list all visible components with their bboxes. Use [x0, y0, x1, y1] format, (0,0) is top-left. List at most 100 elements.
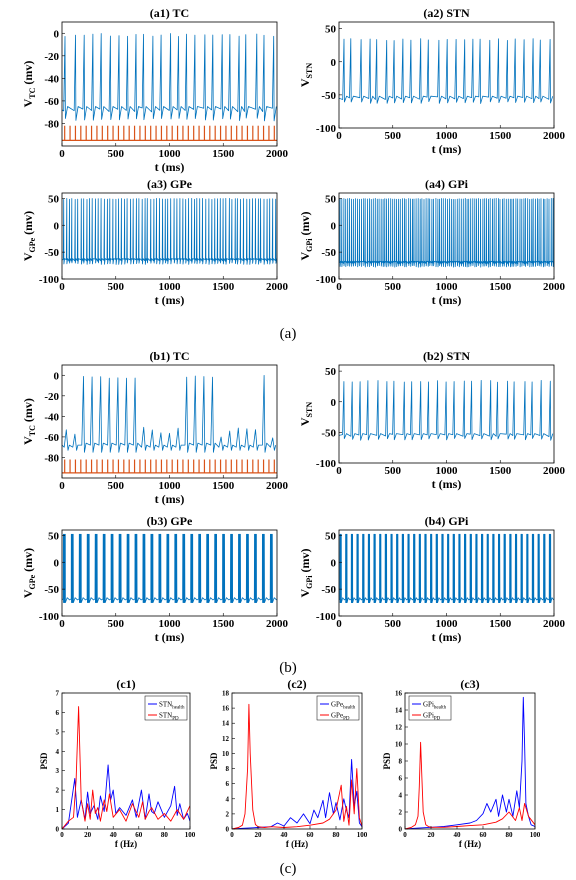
- x-tick-label: 2000: [266, 281, 289, 293]
- panel-title: (c1): [116, 677, 135, 691]
- series-gpe-health-line: [232, 759, 362, 829]
- x-axis-label: f (Hz): [459, 839, 481, 849]
- x-tick-label: 1000: [159, 281, 182, 293]
- x-tick-label: 0: [59, 480, 65, 492]
- plot-area: [62, 706, 190, 829]
- x-tick-label: 1000: [436, 281, 459, 293]
- y-tick-label: -100: [316, 123, 337, 135]
- x-tick-label: 2000: [543, 618, 566, 630]
- x-tick-label: 2000: [543, 465, 566, 477]
- y-axis-label: VSTN: [298, 63, 314, 87]
- y-tick-label: -60: [44, 96, 59, 108]
- plot-area: [62, 375, 277, 474]
- series-stn-health-line: [62, 764, 190, 829]
- y-axis-label-main: V: [21, 252, 35, 261]
- caption-a: (a): [280, 326, 297, 342]
- x-axis-label: t (ms): [155, 160, 185, 174]
- y-tick-label: 8: [226, 765, 230, 773]
- panel-title: (c2): [287, 677, 306, 691]
- y-tick-label: 12: [395, 724, 403, 732]
- legend-label-main: STN: [159, 701, 172, 709]
- legend-label: STNhealth: [159, 701, 185, 711]
- legend-label-sub: PD: [172, 717, 179, 722]
- plot-area: [339, 38, 554, 104]
- y-axis-label-unit: (mv): [21, 548, 35, 575]
- x-tick-label: 100: [530, 831, 541, 839]
- y-tick-label: 16: [395, 690, 403, 698]
- legend-label: GPihealth: [423, 701, 447, 711]
- y-axis-label: VSTN: [298, 402, 314, 426]
- legend-label-sub: PD: [343, 717, 350, 722]
- y-axis-label-main: V: [21, 589, 35, 598]
- y-tick-label: 0: [331, 220, 337, 232]
- y-tick-label: 0: [331, 397, 337, 409]
- x-tick-label: 1000: [436, 465, 459, 477]
- y-tick-label: -100: [316, 274, 337, 286]
- x-tick-label: 500: [108, 480, 125, 492]
- plot-area: [339, 380, 554, 441]
- y-tick-label: 4: [399, 792, 403, 800]
- y-tick-label: 6: [56, 709, 60, 717]
- panel-title: (a2) STN: [423, 6, 470, 20]
- y-tick-label: 50: [325, 366, 337, 378]
- y-tick-label: 2: [226, 810, 230, 818]
- x-axis-label: f (Hz): [115, 839, 137, 849]
- legend-label-main: STN: [159, 712, 172, 720]
- x-tick-label: 0: [59, 618, 65, 630]
- plot-area: [339, 533, 554, 603]
- y-tick-label: -80: [44, 118, 59, 130]
- legend-label-main: GPe: [331, 712, 343, 720]
- series-bursts-line: [339, 533, 554, 603]
- y-tick-label: 0: [226, 826, 230, 834]
- y-tick-label: 6: [226, 780, 230, 788]
- y-tick-label: 10: [222, 750, 230, 758]
- y-axis-label-sub: STN: [305, 402, 314, 418]
- panel-title: (b2) STN: [423, 349, 470, 363]
- y-tick-label: 4: [56, 748, 60, 756]
- y-tick-label: 50: [325, 193, 337, 205]
- legend-box: [408, 695, 452, 721]
- x-tick-label: 100: [357, 831, 368, 839]
- y-tick-label: -20: [44, 51, 59, 63]
- y-tick-label: 0: [56, 826, 60, 834]
- y-tick-label: 0: [331, 57, 337, 69]
- legend-label-sub: PD: [434, 717, 441, 722]
- y-tick-label: 0: [331, 557, 337, 569]
- plot-area: [232, 703, 362, 829]
- x-tick-label: 1500: [212, 480, 235, 492]
- x-tick-label: 500: [385, 130, 402, 142]
- y-axis-label-unit: (mv): [21, 398, 35, 425]
- x-tick-label: 60: [480, 831, 488, 839]
- y-axis-label-unit: (mv): [21, 211, 35, 238]
- x-tick-label: 40: [281, 831, 289, 839]
- y-axis-label: PSD: [209, 752, 219, 770]
- x-tick-label: 0: [59, 281, 65, 293]
- y-tick-label: 4: [226, 795, 230, 803]
- y-tick-label: 1: [56, 806, 60, 814]
- x-tick-label: 2000: [543, 281, 566, 293]
- caption-b: (b): [279, 660, 297, 676]
- x-tick-label: 1000: [159, 618, 182, 630]
- plot-area: [62, 33, 277, 141]
- panel-c1: (c1) 0 20 40 60 80 100 0 1 2 3 4 5 6 7 f (Hz) PSD STNheal…: [39, 677, 196, 849]
- y-axis-label: VGPi (mv): [298, 548, 314, 597]
- legend-label-sub: health: [343, 706, 356, 711]
- legend-box: [316, 695, 360, 721]
- series-dense-line: [339, 198, 554, 268]
- x-tick-label: 2000: [543, 130, 566, 142]
- y-tick-label: 3: [56, 767, 60, 775]
- x-tick-label: 1000: [159, 148, 182, 160]
- y-tick-label: 8: [399, 758, 403, 766]
- x-tick-label: 20: [84, 831, 92, 839]
- panel-c3: (c3) 0 20 40 60 80 100 0 2 4 6 8 10 12 14 16 f (Hz) PSD GP…: [382, 677, 541, 849]
- x-tick-label: 2000: [266, 480, 289, 492]
- y-tick-label: -80: [44, 452, 59, 464]
- x-tick-label: 80: [333, 831, 341, 839]
- y-tick-label: -20: [44, 391, 59, 403]
- x-tick-label: 20: [428, 831, 436, 839]
